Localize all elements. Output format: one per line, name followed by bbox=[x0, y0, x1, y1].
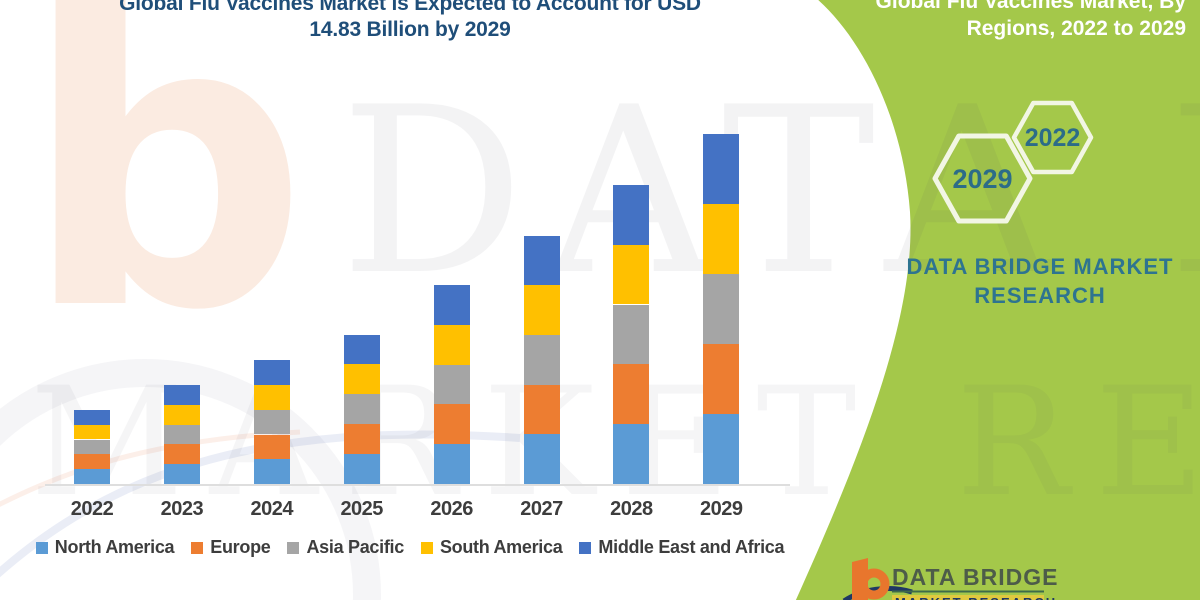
footer-logo-highlight-strip bbox=[892, 595, 1044, 600]
ring-watermark bbox=[0, 359, 381, 600]
brand-name-line1: DATA BRIDGE MARKET bbox=[906, 254, 1174, 279]
bar-segment-2022-asia-pacific bbox=[74, 439, 110, 455]
legend-item-south-america: South America bbox=[420, 537, 563, 558]
bar-segment-2024-middle-east-and-africa bbox=[253, 360, 290, 386]
bar-segment-2022-south-america bbox=[74, 424, 110, 440]
bar-segment-2025-asia-pacific bbox=[343, 394, 380, 425]
x-axis-line bbox=[45, 484, 790, 486]
logo-swoosh-icon bbox=[842, 586, 913, 600]
bar-segment-2027-north-america bbox=[523, 434, 560, 484]
footer-logo-wordmark: DATA BRIDGE bbox=[892, 564, 1058, 590]
legend-item-north-america: North America bbox=[35, 537, 175, 558]
bar-segment-2028-north-america bbox=[613, 424, 650, 484]
bar-segment-2027-south-america bbox=[523, 285, 560, 335]
bar-segment-2026-asia-pacific bbox=[433, 364, 470, 405]
bar-chart-plot: 2022 2023 2024 2025 2026 2027 2028 2029 bbox=[45, 134, 790, 520]
x-axis-label-2025: 2025 bbox=[340, 498, 383, 520]
hexagon-2029 bbox=[932, 133, 1033, 224]
bar-segment-2029-asia-pacific bbox=[703, 274, 740, 345]
legend-swatch-north-america bbox=[35, 541, 48, 554]
bar-segment-2027-middle-east-and-africa bbox=[523, 235, 560, 286]
hexagon-2029-label: 2029 bbox=[952, 164, 1012, 194]
chart-title-line1: Global Flu Vaccines Market is Expected t… bbox=[119, 0, 701, 15]
bar-segment-2026-south-america bbox=[433, 324, 470, 365]
bar-segment-2025-north-america bbox=[343, 454, 380, 484]
x-axis-label-2024: 2024 bbox=[250, 498, 294, 520]
x-axis-label-2027: 2027 bbox=[520, 498, 563, 520]
bar-segment-2022-europe bbox=[74, 454, 110, 470]
dbmr-b-logo-watermark: b bbox=[22, 0, 309, 398]
legend-swatch-south-america bbox=[420, 541, 433, 554]
bar-segment-2026-middle-east-and-africa bbox=[433, 285, 470, 325]
bar-segment-2027-asia-pacific bbox=[523, 334, 560, 385]
bar-segment-2024-europe bbox=[253, 434, 290, 460]
side-panel-heading: Global Flu Vaccines Market, By Regions, … bbox=[846, 0, 1186, 42]
bar-segment-2023-south-america bbox=[163, 404, 200, 425]
legend-label-asia-pacific: Asia Pacific bbox=[306, 537, 404, 557]
bar-segment-2024-north-america bbox=[253, 459, 290, 484]
legend-label-north-america: North America bbox=[54, 537, 175, 557]
bar-segment-2024-asia-pacific bbox=[253, 409, 290, 435]
chart-title: Global Flu Vaccines Market is Expected t… bbox=[15, 0, 805, 43]
bar-segment-2025-middle-east-and-africa bbox=[343, 334, 380, 365]
legend-swatch-middle-east-and-africa bbox=[579, 541, 592, 554]
logo-b-bowl-icon bbox=[858, 568, 890, 600]
hexagon-2022-label: 2022 bbox=[1025, 124, 1081, 152]
side-panel-heading-line1: Global Flu Vaccines Market, By bbox=[875, 0, 1186, 13]
bar-segment-2025-europe bbox=[343, 424, 380, 455]
x-axis-label-2028: 2028 bbox=[610, 498, 653, 520]
legend-item-asia-pacific: Asia Pacific bbox=[287, 537, 404, 558]
hexagon-2022 bbox=[1011, 100, 1094, 175]
side-panel-heading-line2: Regions, 2022 to 2029 bbox=[966, 17, 1186, 40]
bar-segment-2027-europe bbox=[523, 384, 560, 435]
bar-segment-2028-asia-pacific bbox=[613, 304, 650, 365]
legend-item-europe: Europe bbox=[191, 537, 271, 558]
chart-legend: North America Europe Asia Pacific South Ame… bbox=[0, 537, 820, 558]
footer-logo-underline bbox=[892, 590, 1044, 593]
legend-item-middle-east-and-africa: Middle East and Africa bbox=[579, 537, 785, 558]
legend-swatch-asia-pacific bbox=[287, 541, 300, 554]
dbmr-footer-logo: DATA BRIDGE MARKET RESEARCH bbox=[842, 558, 1058, 600]
watermark-text-data-bridge: DATA BRIDGE bbox=[340, 78, 1200, 308]
green-panel-shape bbox=[795, 0, 1200, 600]
x-axis-label-2026: 2026 bbox=[430, 498, 473, 520]
legend-label-south-america: South America bbox=[439, 537, 563, 557]
bar-segment-2028-south-america bbox=[613, 244, 650, 305]
bar-segment-2028-europe bbox=[613, 364, 650, 425]
bar-segment-2023-europe bbox=[163, 444, 200, 465]
bar-segment-2022-north-america bbox=[74, 469, 110, 484]
bar-segment-2026-europe bbox=[433, 404, 470, 445]
bar-segment-2029-middle-east-and-africa bbox=[703, 134, 740, 205]
x-axis-label-2029: 2029 bbox=[700, 498, 743, 520]
brand-name-line2: RESEARCH bbox=[974, 283, 1106, 308]
bar-segment-2028-middle-east-and-africa bbox=[613, 184, 650, 245]
orange-swoosh-watermark bbox=[0, 429, 301, 507]
legend-label-europe: Europe bbox=[210, 537, 271, 557]
legend-label-middle-east-and-africa: Middle East and Africa bbox=[598, 537, 785, 557]
bar-segment-2025-south-america bbox=[343, 364, 380, 395]
legend-swatch-europe bbox=[191, 541, 204, 554]
bar-segment-2023-middle-east-and-africa bbox=[163, 385, 200, 405]
x-axis-label-2023: 2023 bbox=[160, 498, 204, 520]
bar-segment-2022-middle-east-and-africa bbox=[74, 409, 110, 425]
brand-name-text: DATA BRIDGE MARKET RESEARCH bbox=[880, 252, 1200, 310]
bar-segment-2023-asia-pacific bbox=[163, 424, 200, 445]
bar-segment-2026-north-america bbox=[433, 444, 470, 484]
bar-segment-2029-south-america bbox=[703, 204, 740, 275]
x-axis-label-2022: 2022 bbox=[70, 498, 114, 520]
chart-title-line2: 14.83 Billion by 2029 bbox=[309, 18, 511, 41]
footer-logo-subtext: MARKET RESEARCH bbox=[895, 595, 1057, 600]
bar-segment-2023-north-america bbox=[163, 464, 200, 484]
bar-segment-2024-south-america bbox=[253, 385, 290, 410]
bar-segment-2029-europe bbox=[703, 344, 740, 414]
bar-segment-2029-north-america bbox=[703, 414, 740, 484]
